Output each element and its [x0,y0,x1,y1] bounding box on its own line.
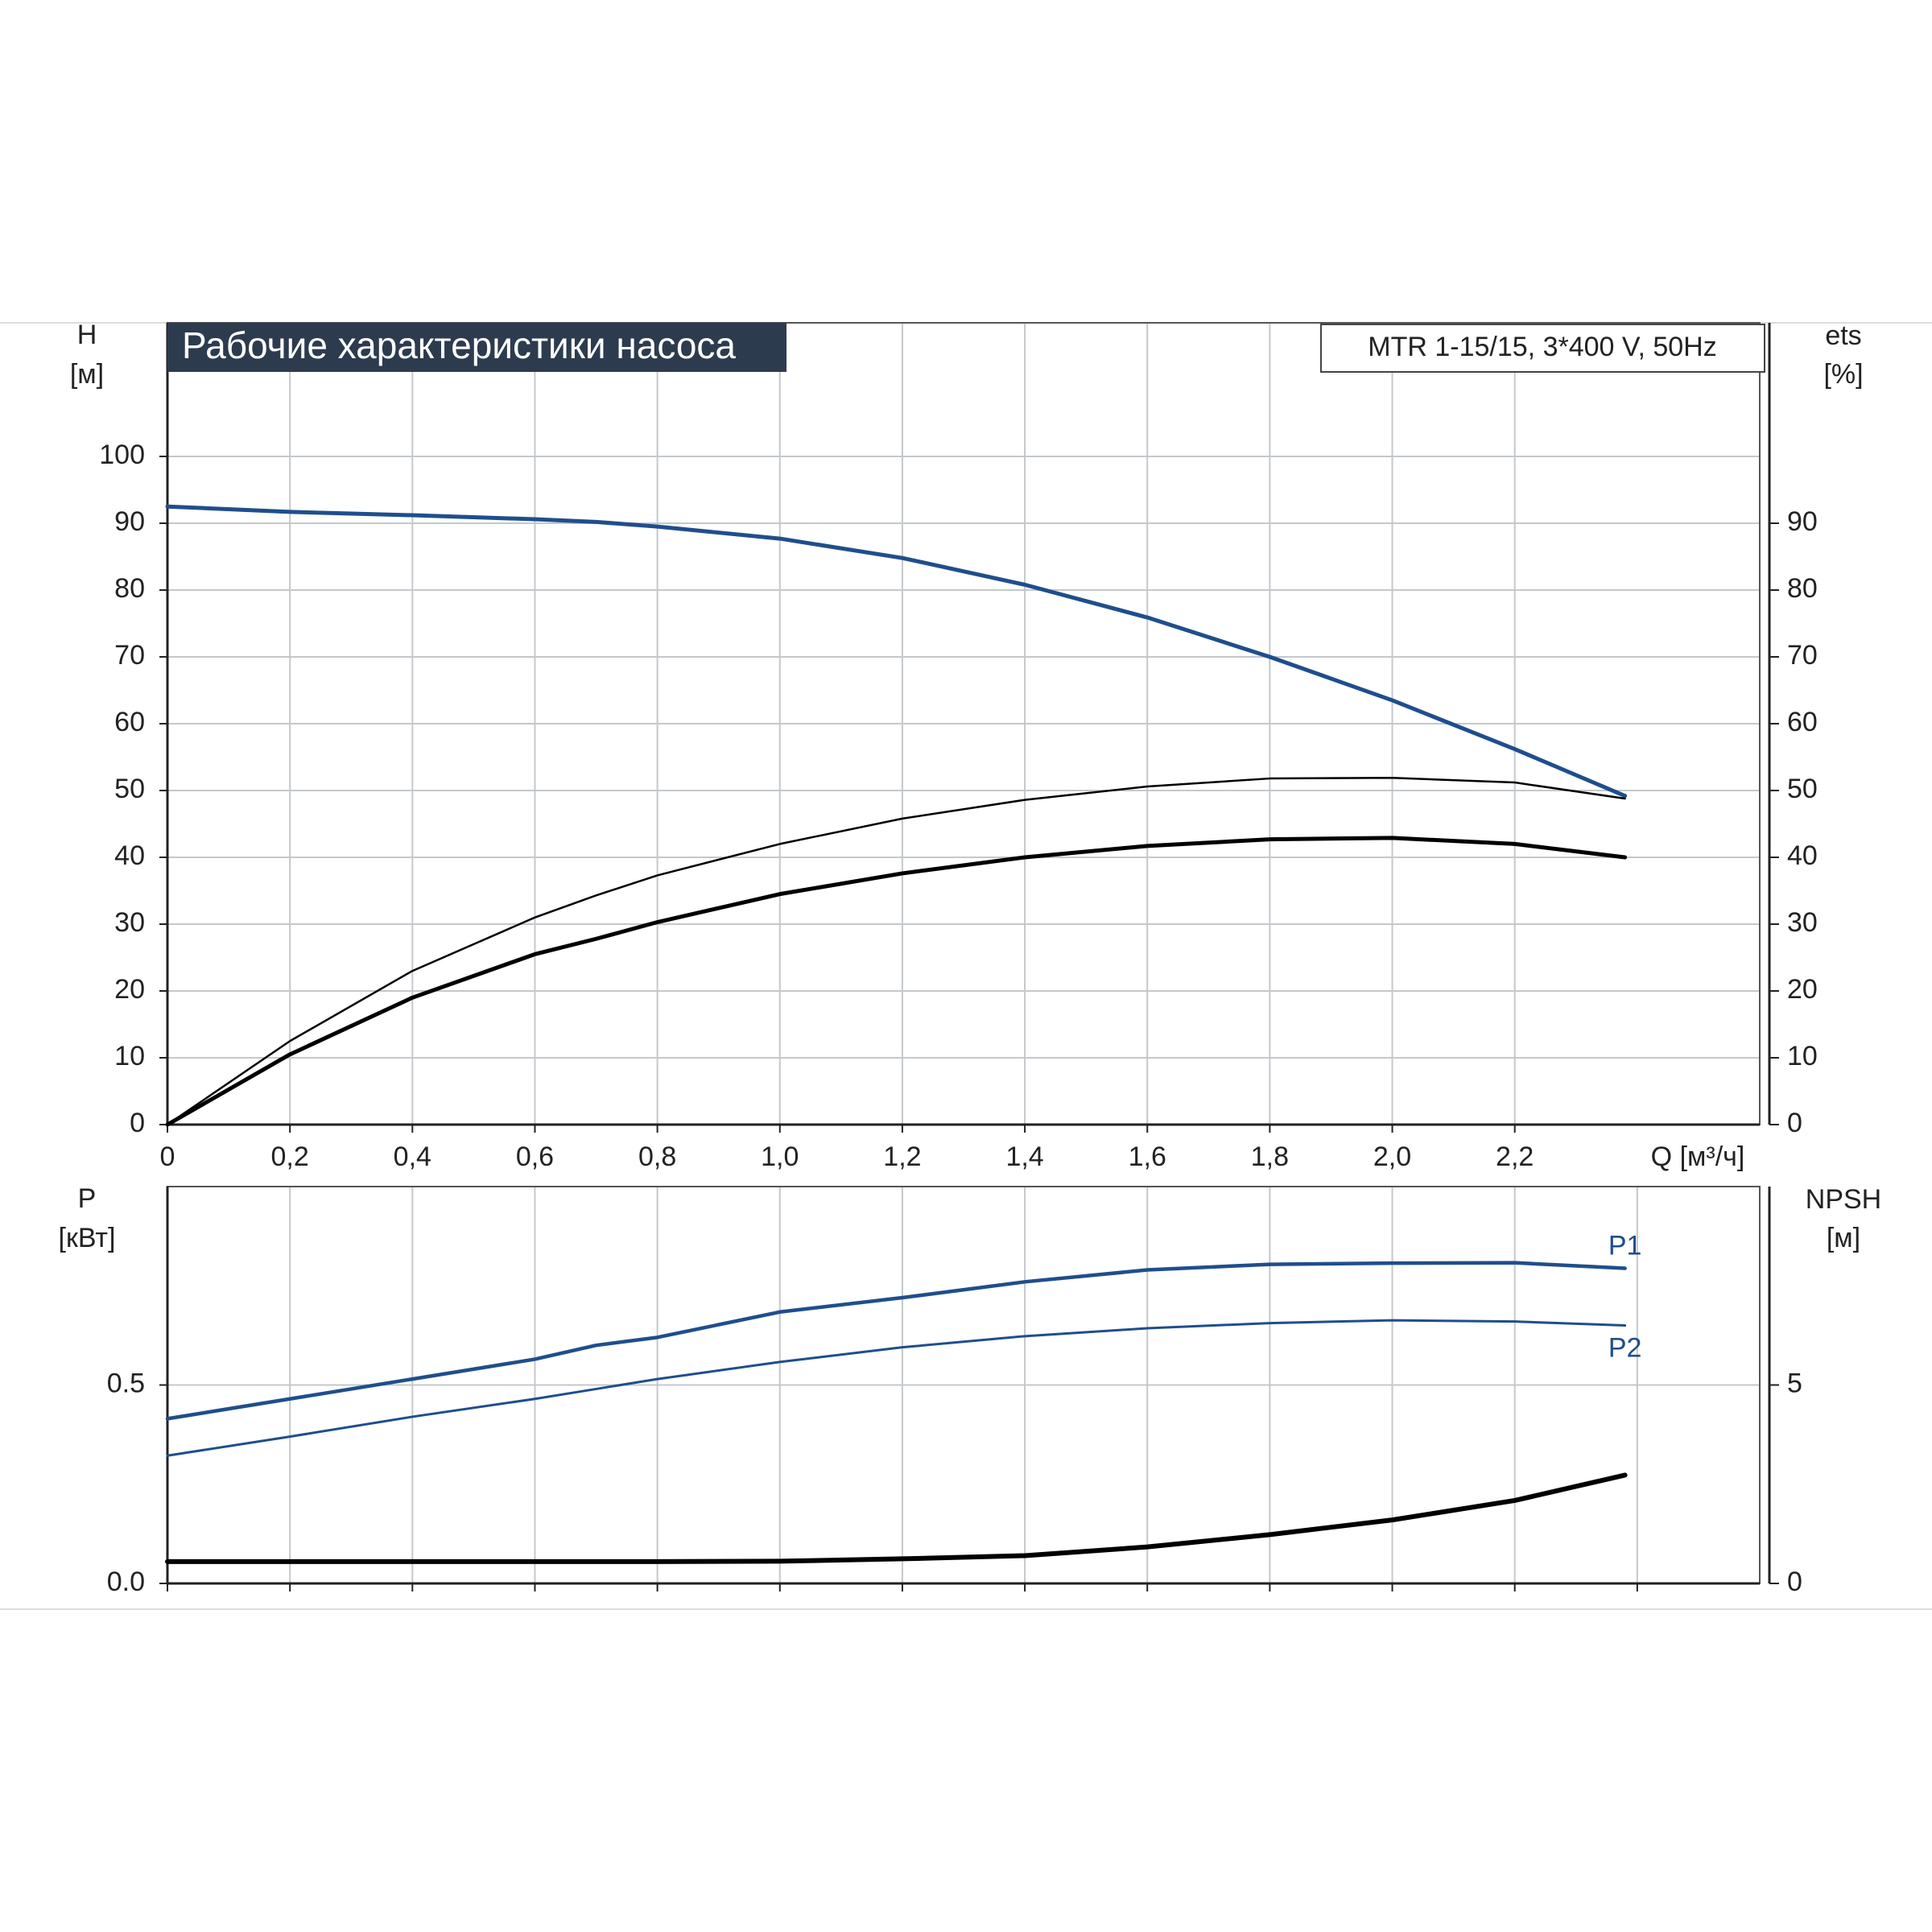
y-axis-label: P [78,1183,97,1214]
y-axis-unit: [кВт] [59,1223,116,1253]
x-tick-label: 2,2 [1496,1141,1534,1172]
x-tick-label: 1,8 [1251,1141,1289,1172]
series-line [165,1472,1628,1564]
x-tick-label: 0,6 [516,1141,554,1172]
subtitle-box [1320,324,1765,373]
y-tick-label: 30 [114,907,145,938]
series-line [166,1319,1627,1457]
y2-tick-label: 50 [1787,774,1818,804]
x-tick-label: 2,0 [1373,1141,1411,1172]
y2-tick-label: 10 [1787,1041,1818,1071]
y-tick-label: 0.5 [107,1368,145,1398]
y-tick-label: 50 [114,774,145,804]
y2-tick-label: 0 [1787,1108,1802,1138]
x-tick-label: 0 [160,1141,175,1172]
series-line [165,504,1628,799]
y2-tick-label: 20 [1787,974,1818,1005]
y-tick-label: 20 [114,974,145,1005]
x-tick-label: 1,6 [1129,1141,1166,1172]
y2-tick-label: 5 [1787,1368,1802,1398]
y2-tick-label: 60 [1787,707,1818,737]
y2-tick-label: 90 [1787,506,1818,537]
y-tick-label: 10 [114,1041,145,1071]
y-tick-label: 60 [114,707,145,737]
series-label: P1 [1608,1231,1642,1261]
y2-tick-label: 40 [1787,840,1818,871]
x-tick-label: 1,2 [883,1141,921,1172]
y2-axis-unit: [%] [1823,359,1863,390]
y-tick-label: 100 [99,440,145,470]
title-background [167,323,786,372]
y2-axis-label: NPSH [1806,1184,1881,1215]
y-tick-label: 70 [114,640,145,671]
series-line [165,1261,1627,1421]
y-axis-label: H [77,320,97,350]
y-axis-unit: [м] [70,359,104,390]
series-line [166,776,1626,1126]
x-tick-label: 0,2 [271,1141,309,1172]
y2-tick-label: 70 [1787,640,1818,671]
y2-tick-label: 30 [1787,907,1818,938]
y-tick-label: 0.0 [107,1567,145,1597]
series-label: P2 [1608,1333,1642,1364]
y2-tick-label: 0 [1787,1567,1802,1597]
y-tick-label: 40 [114,840,145,871]
y-tick-label: 80 [114,573,145,604]
y-tick-label: 0 [130,1108,145,1138]
x-tick-label: 1,4 [1005,1141,1043,1172]
x-tick-label: 1,0 [761,1141,799,1172]
series-line [165,836,1628,1127]
y2-axis-unit: [м] [1827,1223,1860,1253]
x-tick-label: 0,8 [638,1141,676,1172]
x-axis-label: Q [м³/ч] [1651,1141,1745,1172]
x-tick-label: 0,4 [394,1141,431,1172]
y2-axis-label: ets [1825,320,1861,351]
y2-tick-label: 80 [1787,573,1818,604]
chart-subtitle: MTR 1-15/15, 3*400 V, 50Hz [1368,332,1716,362]
y-tick-label: 90 [114,506,145,537]
chart-title: Рабочие характеристики насоса [182,324,736,366]
